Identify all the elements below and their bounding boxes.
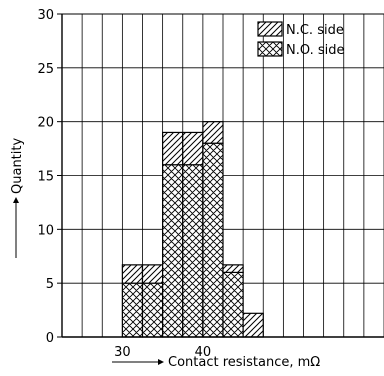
y-tick-label: 10: [37, 223, 54, 238]
bar-nc-side: [242, 312, 264, 338]
y-tick-label: 0: [46, 331, 54, 346]
bar-nc-side: [141, 264, 164, 284]
y-tick-label: 30: [37, 8, 54, 23]
bars-group: [121, 121, 264, 338]
y-tick-labels: 0 5 10 15 20 25 30: [37, 8, 62, 346]
legend-label: N.C. side: [286, 23, 344, 38]
legend-swatch: [257, 21, 283, 37]
y-axis-title: Quantity: [10, 138, 25, 194]
x-tick-label: 40: [195, 345, 212, 360]
y-tick-label: 5: [46, 277, 54, 292]
y-tick-label: 20: [37, 116, 54, 131]
bar-no-side: [121, 282, 144, 338]
bar-nc-side: [121, 264, 144, 284]
bar-nc-side: [202, 121, 224, 144]
bar-no-side: [162, 164, 184, 338]
bar-no-side: [182, 164, 204, 338]
bar-nc-side: [222, 264, 244, 274]
bar-no-side: [141, 282, 164, 338]
x-tick-label: 30: [114, 345, 131, 360]
bar-no-side: [222, 271, 244, 338]
y-axis-title-arrowhead: [13, 197, 19, 203]
legend-swatch: [257, 41, 283, 57]
y-tick-label: 25: [37, 62, 54, 77]
y-axis-title-group: Quantity: [10, 138, 25, 258]
x-axis-title: Contact resistance, mΩ: [168, 355, 320, 370]
legend: N.C. side N.O. side: [257, 21, 344, 58]
bar-nc-side: [182, 131, 204, 166]
x-axis-title-arrowhead: [158, 359, 164, 365]
bar-nc-side: [162, 131, 184, 166]
y-tick-label: 15: [37, 170, 54, 185]
legend-label: N.O. side: [286, 43, 344, 58]
bar-no-side: [202, 142, 224, 338]
x-axis-title-group: Contact resistance, mΩ: [112, 355, 320, 370]
x-tick-labels: 30 40: [114, 345, 211, 360]
